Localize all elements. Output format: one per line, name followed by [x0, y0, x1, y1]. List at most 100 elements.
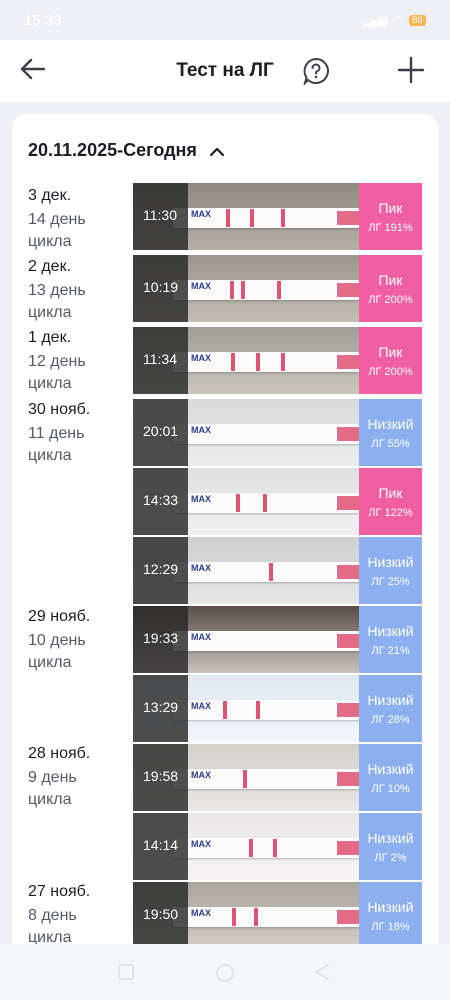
test-strip-photo[interactable]: MAX 20:01 — [133, 399, 359, 466]
photo-shade — [133, 468, 188, 535]
back-nav-icon[interactable] — [312, 962, 332, 982]
test-result-badge[interactable]: Пик ЛГ 122% — [359, 468, 422, 535]
strip-line — [281, 209, 285, 227]
day-cycle: 13 день цикла — [28, 282, 86, 321]
chevron-up-icon[interactable] — [209, 145, 225, 157]
strip-line — [243, 770, 247, 788]
strip-tip — [337, 910, 359, 924]
test-row[interactable]: MAX 20:01 Низкий ЛГ 55% — [133, 399, 422, 466]
result-level: Низкий — [367, 829, 414, 846]
day-label: 28 нояб. 9 день цикла — [28, 744, 138, 811]
test-time: 19:50 — [143, 906, 179, 922]
test-row[interactable]: MAX 11:30 Пик ЛГ 191% — [133, 183, 422, 250]
test-strip — [173, 280, 359, 300]
strip-tip — [337, 283, 359, 297]
test-result-badge[interactable]: Низкий ЛГ 10% — [359, 744, 422, 811]
strip-line — [277, 281, 281, 299]
result-lh-percent: ЛГ 28% — [371, 713, 410, 726]
test-result-badge[interactable]: Пик ЛГ 200% — [359, 255, 422, 322]
test-row[interactable]: MAX 19:33 Низкий ЛГ 21% — [133, 606, 422, 673]
strip-line — [230, 281, 234, 299]
result-level: Низкий — [367, 898, 414, 915]
day-label: 1 дек. 12 день цикла — [28, 328, 138, 395]
result-lh-percent: ЛГ 2% — [374, 851, 407, 864]
result-level: Низкий — [367, 415, 414, 432]
strip-tip — [337, 565, 359, 579]
test-strip-photo[interactable]: MAX 19:50 — [133, 882, 359, 949]
test-strip-photo[interactable]: MAX 19:33 — [133, 606, 359, 673]
test-strip-photo[interactable]: MAX 14:33 — [133, 468, 359, 535]
strip-max-label: MAX — [191, 494, 211, 504]
test-row[interactable]: MAX 14:33 Пик ЛГ 122% — [133, 468, 422, 535]
test-result-badge[interactable]: Низкий ЛГ 55% — [359, 399, 422, 466]
result-lh-percent: ЛГ 25% — [371, 575, 410, 588]
test-row[interactable]: MAX 13:29 Низкий ЛГ 28% — [133, 675, 422, 742]
strip-line — [232, 908, 236, 926]
test-result-badge[interactable]: Пик ЛГ 200% — [359, 327, 422, 394]
day-cycle: 8 день цикла — [28, 907, 77, 946]
test-time: 11:30 — [143, 207, 177, 223]
test-result-badge[interactable]: Низкий ЛГ 25% — [359, 537, 422, 604]
test-strip-photo[interactable]: MAX 12:29 — [133, 537, 359, 604]
status-time: 15:33 — [24, 11, 62, 29]
day-cycle: 9 день цикла — [28, 769, 77, 808]
result-level: Пик — [378, 484, 403, 501]
test-time: 10:19 — [143, 279, 179, 295]
strip-tip — [337, 355, 359, 369]
day-date: 27 нояб. — [28, 883, 91, 900]
strip-line — [250, 209, 254, 227]
day-date: 3 дек. — [28, 187, 72, 204]
arrow-left-icon[interactable] — [18, 54, 48, 84]
system-nav-bar — [0, 944, 450, 1000]
strip-line — [231, 353, 235, 371]
test-row[interactable]: MAX 10:19 Пик ЛГ 200% — [133, 255, 422, 322]
day-date: 1 дек. — [28, 329, 72, 346]
test-row[interactable]: MAX 19:50 Низкий ЛГ 18% — [133, 882, 422, 949]
wifi-icon: ◠ — [393, 14, 403, 27]
photo-shade — [133, 183, 188, 250]
strip-max-label: MAX — [191, 353, 211, 363]
test-result-badge[interactable]: Низкий ЛГ 21% — [359, 606, 422, 673]
test-time: 20:01 — [143, 423, 179, 439]
test-strip-photo[interactable]: MAX 19:58 — [133, 744, 359, 811]
test-row[interactable]: MAX 14:14 Низкий ЛГ 2% — [133, 813, 422, 880]
test-strip-photo[interactable]: MAX 11:30 — [133, 183, 359, 250]
photo-shade — [133, 675, 188, 742]
test-strip-photo[interactable]: MAX 11:34 — [133, 327, 359, 394]
status-icons: ▂▄▆ ◠ 86 — [363, 14, 426, 27]
test-row[interactable]: MAX 12:29 Низкий ЛГ 25% — [133, 537, 422, 604]
question-bubble-icon[interactable] — [302, 57, 330, 85]
test-strip-photo[interactable]: MAX 14:14 — [133, 813, 359, 880]
day-cycle: 10 день цикла — [28, 632, 86, 671]
home-icon[interactable] — [214, 962, 236, 984]
test-strip-photo[interactable]: MAX 10:19 — [133, 255, 359, 322]
photo-shade — [133, 813, 188, 880]
strip-line — [256, 701, 260, 719]
test-row[interactable]: MAX 19:58 Низкий ЛГ 10% — [133, 744, 422, 811]
day-label: 27 нояб. 8 день цикла — [28, 882, 138, 949]
recent-apps-icon[interactable] — [116, 962, 136, 982]
test-result-badge[interactable]: Пик ЛГ 191% — [359, 183, 422, 250]
test-result-badge[interactable]: Низкий ЛГ 18% — [359, 882, 422, 949]
plus-icon[interactable] — [396, 55, 426, 85]
day-date: 30 нояб. — [28, 401, 91, 418]
result-lh-percent: ЛГ 21% — [371, 644, 410, 657]
test-result-badge[interactable]: Низкий ЛГ 2% — [359, 813, 422, 880]
test-strip — [173, 208, 359, 228]
strip-tip — [337, 841, 359, 855]
strip-max-label: MAX — [191, 839, 211, 849]
test-row[interactable]: MAX 11:34 Пик ЛГ 200% — [133, 327, 422, 394]
section-header[interactable]: 20.11.2025-Сегодня — [28, 140, 225, 161]
day-label: 3 дек. 14 день цикла — [28, 186, 138, 253]
result-lh-percent: ЛГ 18% — [371, 920, 410, 933]
test-result-badge[interactable]: Низкий ЛГ 28% — [359, 675, 422, 742]
photo-shade — [133, 882, 188, 949]
test-time: 14:14 — [143, 837, 179, 853]
photo-shade — [133, 327, 188, 394]
day-date: 28 нояб. — [28, 745, 91, 762]
strip-max-label: MAX — [191, 281, 211, 291]
strip-tip — [337, 211, 359, 225]
strip-tip — [337, 703, 359, 717]
strip-line — [273, 839, 277, 857]
test-strip-photo[interactable]: MAX 13:29 — [133, 675, 359, 742]
